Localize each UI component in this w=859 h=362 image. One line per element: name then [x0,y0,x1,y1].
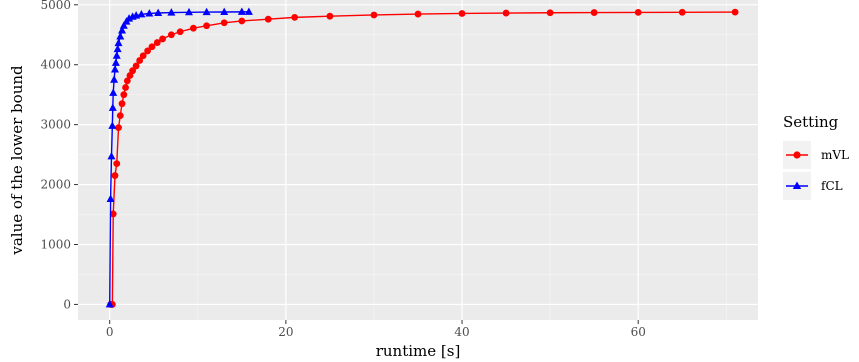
data-point-mvl [291,13,299,21]
data-point-mvl [115,124,122,132]
minor-gridlines [78,0,758,320]
data-point-mvl [238,17,246,25]
major-gridlines [78,0,758,320]
data-point-mvl [122,84,129,91]
y-tick-label: 3000 [40,118,71,132]
y-tick-label: 0 [63,297,71,311]
data-point-fcl [202,7,211,16]
data-point-fcl [111,58,120,66]
data-point-fcl [137,9,146,18]
data-point-mvl [590,9,598,16]
data-point-fcl [145,9,154,17]
data-point-mvl [129,67,137,75]
y-tick-label: 2000 [40,178,71,192]
x-tick-label: 60 [631,325,646,339]
data-point-mvl [370,11,378,19]
y-axis: 0 1000 2000 3000 4000 5000 [40,0,78,311]
data-point-mvl [220,19,228,27]
data-point-mvl [144,47,151,55]
data-point-mvl [139,52,147,60]
data-point-mvl [113,160,121,167]
series-layer [105,7,739,308]
data-point-fcl [108,121,117,129]
data-point-mvl [189,24,197,32]
data-point-mvl [132,62,140,70]
data-point-mvl [634,9,642,16]
data-point-fcl [110,65,119,73]
data-point-fcl [113,44,122,53]
data-point-fcl [109,88,118,96]
data-point-fcl [116,32,125,40]
x-tick-label: 20 [278,325,293,339]
data-point-mvl [109,210,117,218]
data-point-fcl [184,7,193,16]
data-point-mvl [414,10,422,18]
plot-panel [78,0,758,320]
data-point-fcl [105,300,114,308]
data-point-fcl [118,26,127,34]
x-tick-label: 0 [106,325,114,339]
y-tick-label: 4000 [40,58,71,72]
legend-marker-fcl [792,181,802,189]
data-point-mvl [502,9,510,17]
y-tick-label: 5000 [40,0,71,12]
data-point-mvl [458,10,466,17]
data-point-mvl [264,15,272,23]
legend-label-mvl: mVL [821,148,849,162]
data-point-fcl [119,21,128,29]
data-point-mvl [203,22,211,30]
y-tick-label: 1000 [40,237,71,251]
data-point-fcl [107,152,116,160]
data-point-fcl [108,103,117,111]
data-point-mvl [118,100,126,108]
data-point-mvl [731,8,739,16]
x-axis-title: runtime [s] [376,342,461,360]
legend-title: Setting [783,113,839,131]
data-point-fcl [154,8,163,17]
data-point-mvl [326,12,334,20]
data-point-mvl [120,91,128,99]
data-point-mvl [167,31,175,39]
x-axis: 0 20 40 60 [106,320,646,339]
data-point-mvl [111,172,119,179]
data-point-fcl [114,38,123,47]
data-point-mvl [546,9,554,17]
data-point-mvl [116,112,124,120]
data-point-mvl [678,8,686,16]
data-point-mvl [176,28,184,36]
data-point-fcl [112,51,121,59]
data-point-mvl [136,57,144,64]
data-point-mvl [123,77,131,85]
data-point-fcl [244,7,253,15]
data-point-fcl [106,194,115,202]
data-point-fcl [167,8,176,16]
x-tick-label: 40 [454,325,469,339]
legend-label-fcl: fCL [821,179,843,193]
data-point-mvl [159,35,166,43]
data-point-mvl [153,39,161,46]
data-point-mvl [148,43,156,51]
y-axis-title: value of the lower bound [8,65,26,256]
data-point-fcl [110,75,119,83]
data-point-fcl [220,7,229,15]
data-point-fcl [237,7,246,15]
legend: Setting mVL fCL [783,113,849,200]
legend-marker-mvl [793,151,801,159]
